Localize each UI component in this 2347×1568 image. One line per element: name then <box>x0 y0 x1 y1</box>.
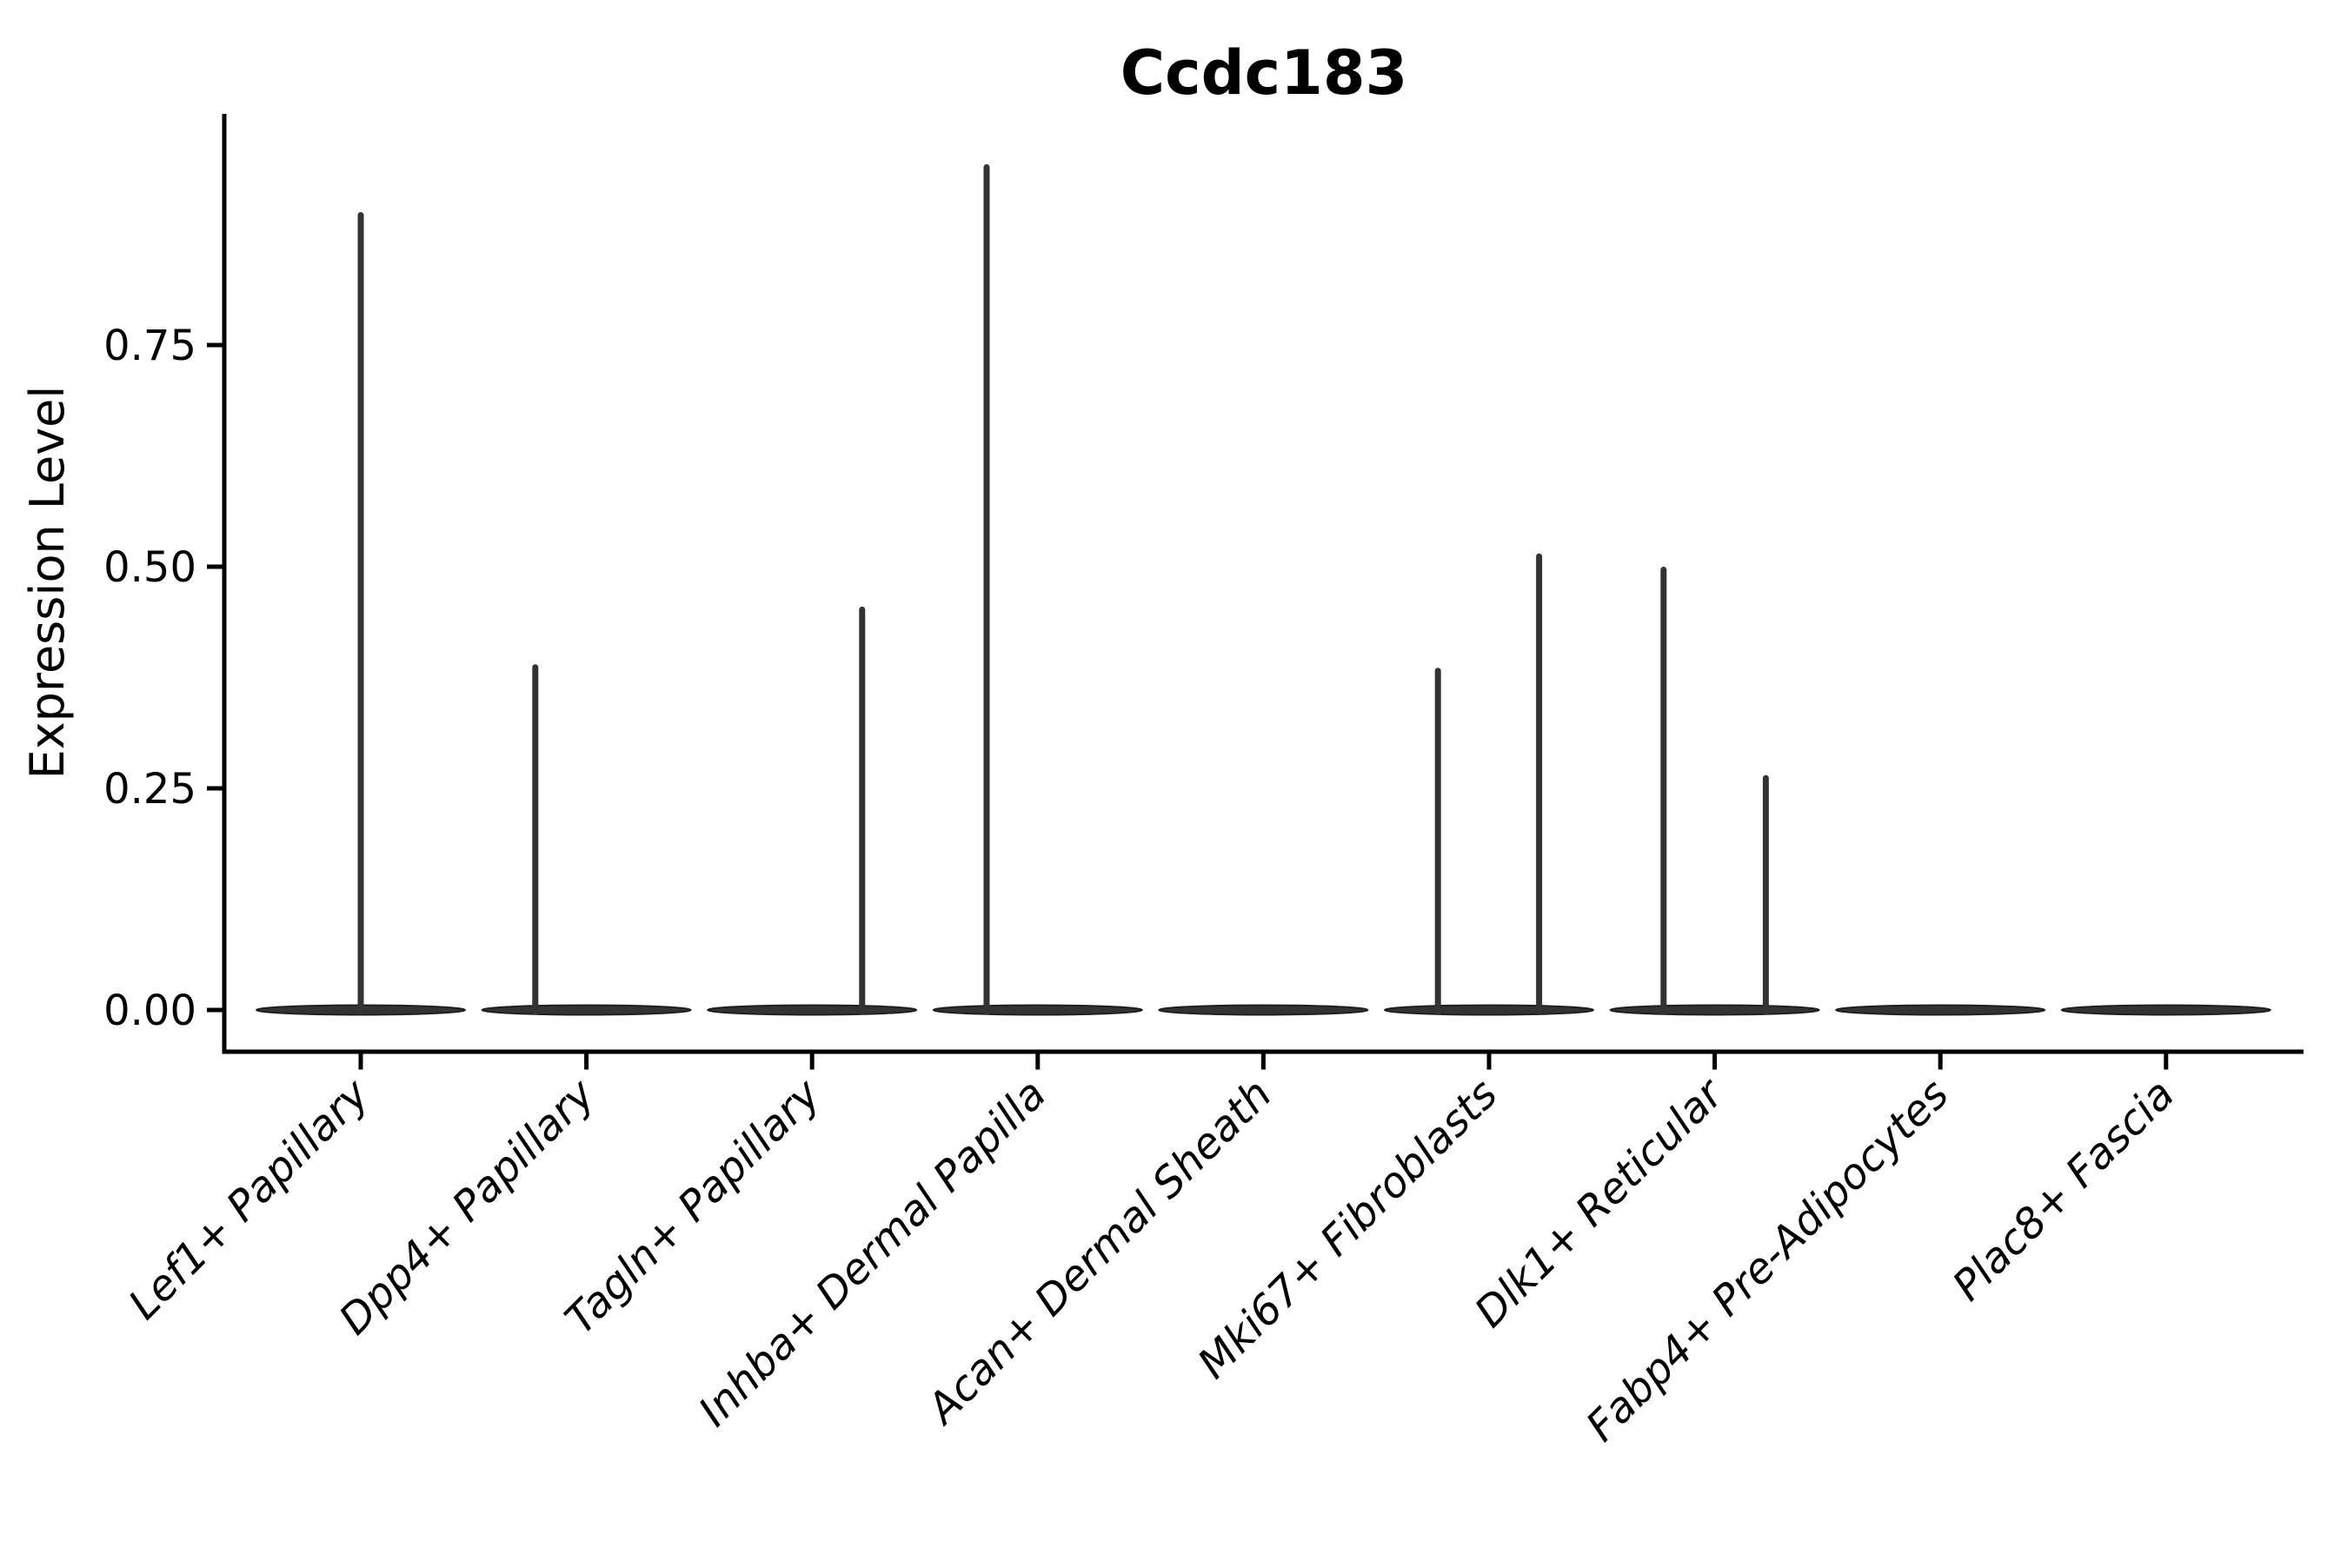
violin-body <box>481 1004 692 1016</box>
violin-body <box>2060 1004 2271 1016</box>
violin-body <box>1835 1004 2046 1016</box>
violin-spike <box>1434 668 1441 1015</box>
y-tick-label: 0.75 <box>103 322 196 370</box>
violin-spike <box>1762 774 1769 1015</box>
x-tick-label: Fabp4+ Pre-Adipocytes <box>1577 1070 1958 1452</box>
violin-body <box>1158 1004 1369 1016</box>
x-tick-label: Plac8+ Fascia <box>1944 1070 2184 1311</box>
violin-body <box>1384 1004 1594 1016</box>
y-axis-label: Expression Level <box>20 386 75 780</box>
violin-spike <box>1660 567 1667 1015</box>
violin-body <box>707 1004 918 1016</box>
violin-spike <box>532 664 539 1015</box>
violin-spike <box>357 212 364 1015</box>
violin-spike <box>1536 553 1543 1015</box>
violin-spike <box>983 163 990 1015</box>
axes-layer <box>222 114 2304 1054</box>
chart-title: Ccdc183 <box>1120 37 1408 109</box>
y-tick-label: 0.00 <box>103 987 196 1035</box>
x-tick-label: Dlk1+ Reticular <box>1466 1068 1735 1338</box>
violin-body <box>932 1004 1143 1016</box>
x-tick-label: Lef1+ Papillary <box>119 1069 379 1329</box>
y-tick-label: 0.50 <box>103 543 196 592</box>
violin-body <box>1609 1004 1820 1016</box>
violins-layer <box>256 163 2271 1016</box>
y-tick-label: 0.25 <box>103 765 196 814</box>
violin-spike <box>859 606 866 1015</box>
